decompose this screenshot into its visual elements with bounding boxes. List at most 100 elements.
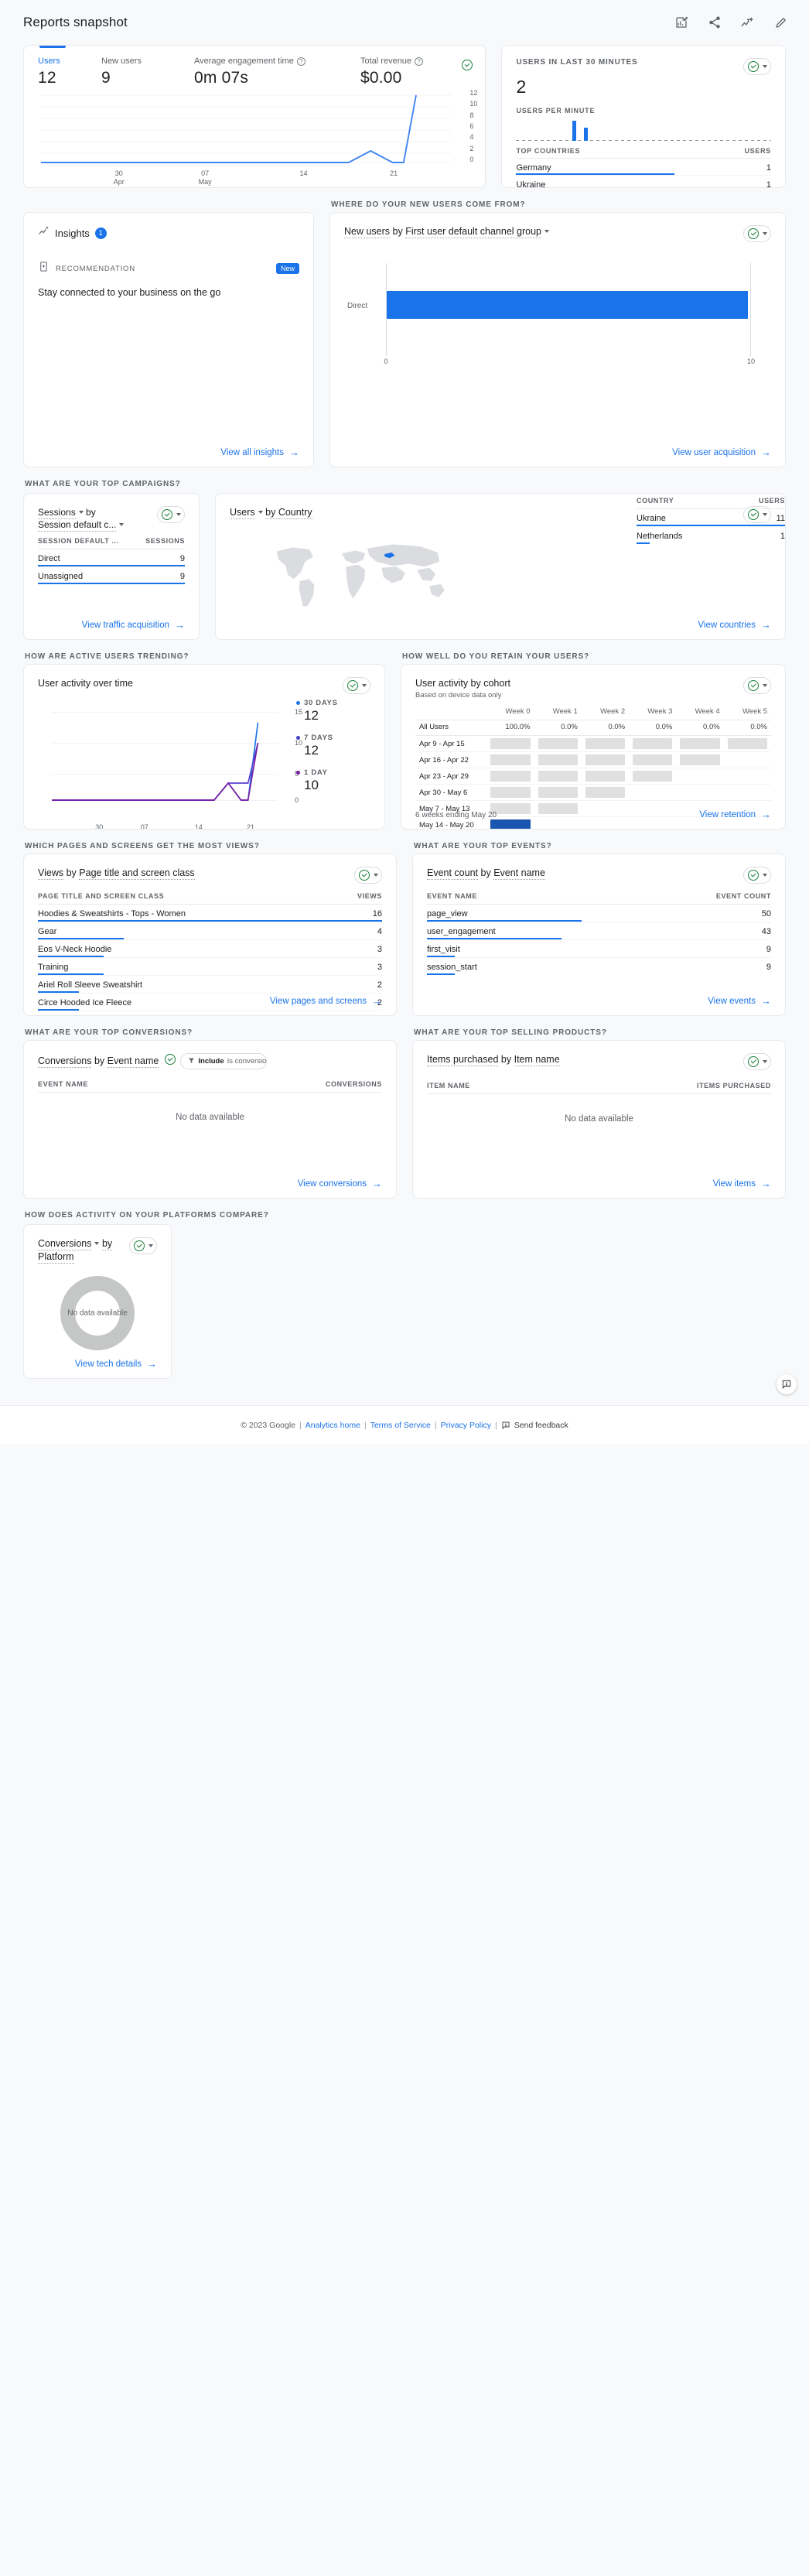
chevron-down-icon[interactable] — [119, 522, 125, 526]
pages-metric-selector[interactable]: Views — [38, 867, 64, 880]
send-feedback-fab[interactable] — [777, 1374, 797, 1394]
table-row[interactable]: Netherlands 1 — [637, 526, 785, 544]
conversions-dimension-selector[interactable]: Event name — [107, 1055, 159, 1068]
header-actions — [673, 15, 789, 31]
platforms-data-quality-badge[interactable] — [129, 1237, 157, 1254]
view-retention-link[interactable]: View retention → — [699, 809, 771, 819]
conversions-data-quality-badge[interactable] — [165, 1054, 176, 1069]
chevron-down-icon[interactable] — [78, 510, 84, 514]
cohort-data-quality-badge[interactable] — [743, 677, 771, 694]
help-icon[interactable]: ? — [415, 56, 424, 66]
view-events-link[interactable]: View events → — [708, 996, 771, 1006]
view-tech-details-link[interactable]: View tech details → — [75, 1359, 157, 1369]
page-title: Hoodies & Sweatshirts - Tops - Women — [38, 909, 186, 919]
chevron-down-icon[interactable] — [544, 229, 550, 233]
section-label-products: WHAT ARE YOUR TOP SELLING PRODUCTS? — [414, 1028, 607, 1037]
acq-dimension-selector[interactable]: First user default channel group — [405, 226, 542, 238]
view-pages-and-screens-link[interactable]: View pages and screens → — [270, 996, 382, 1006]
insights-sparkline-icon[interactable] — [739, 15, 756, 31]
campaigns-data-quality-badge[interactable] — [157, 506, 185, 523]
campaigns-card: Sessions by Session default c... SESSION… — [23, 493, 200, 640]
help-icon[interactable]: ? — [296, 56, 306, 66]
products-dimension-selector[interactable]: Item name — [514, 1054, 560, 1066]
table-row[interactable]: Unassigned 9 — [38, 566, 185, 584]
metric-users[interactable]: Users 12 — [38, 56, 101, 87]
table-row[interactable]: Direct 9 — [38, 549, 185, 566]
send-feedback-link[interactable]: Send feedback — [501, 1421, 568, 1430]
metric-avg-engagement-time[interactable]: Average engagement time ? 0m 07s — [194, 56, 360, 87]
row-bar — [516, 173, 674, 175]
table-row[interactable]: user_engagement 43 — [427, 922, 771, 939]
metric-new-users[interactable]: New users 9 — [101, 56, 194, 87]
chevron-down-icon[interactable] — [94, 1241, 100, 1245]
link-label: View all insights — [220, 447, 284, 457]
products-table: ITEM NAME ITEMS PURCHASED No data availa… — [427, 1082, 771, 1124]
countries-metric-selector[interactable]: Users — [230, 507, 255, 519]
table-row[interactable]: Jackets - Tops - Men2 — [38, 1011, 382, 1015]
acquisition-data-quality-badge[interactable] — [743, 225, 771, 242]
terms-of-service-link[interactable]: Terms of Service — [370, 1420, 431, 1430]
table-row[interactable]: Ukraine 1 — [516, 175, 771, 187]
pages-card: Views by Page title and screen class PAG… — [23, 854, 397, 1016]
conversion-filter-chip[interactable]: Include Is conversion ev... — [180, 1053, 268, 1069]
table-row[interactable]: Eos V-Neck Hoodie 3 — [38, 939, 382, 957]
platforms-dimension-label[interactable]: by Platform — [38, 1238, 113, 1264]
table-row[interactable]: page_view 50 — [427, 905, 771, 922]
countries-dimension-label[interactable]: by Country — [265, 507, 312, 519]
pages-data-quality-badge[interactable] — [354, 867, 382, 884]
view-items-link[interactable]: View items → — [713, 1179, 771, 1189]
table-row[interactable]: Gear 4 — [38, 922, 382, 939]
arrow-right-icon: → — [372, 1178, 382, 1189]
countries-data-quality-badge[interactable] — [743, 506, 771, 523]
view-countries-link[interactable]: View countries → — [698, 620, 771, 630]
metric-total-revenue[interactable]: Total revenue ? $0.00 — [360, 56, 435, 87]
section-label-acquisition: WHERE DO YOUR NEW USERS COME FROM? — [331, 200, 526, 209]
section-label-pages: WHICH PAGES AND SCREENS GET THE MOST VIE… — [25, 842, 260, 850]
analytics-home-link[interactable]: Analytics home — [305, 1420, 360, 1430]
platforms-metric-selector[interactable]: Conversions — [38, 1238, 92, 1250]
recommendation-text[interactable]: Stay connected to your business on the g… — [38, 287, 221, 298]
products-data-quality-badge[interactable] — [743, 1053, 771, 1070]
conversions-metric-selector[interactable]: Conversions — [38, 1055, 92, 1068]
acq-metric-selector[interactable]: New users — [344, 226, 391, 238]
y-tick: 6 — [469, 121, 474, 130]
chevron-down-icon[interactable] — [258, 510, 263, 514]
table-row[interactable]: first_visit 9 — [427, 939, 771, 957]
table-row[interactable]: Ukraine 11 — [637, 509, 785, 526]
overview-data-quality-badge[interactable] — [462, 60, 473, 74]
table-row[interactable]: Circe Hooded Ice Fleece 2 — [38, 993, 382, 1011]
pages-table: PAGE TITLE AND SCREEN CLASS VIEWS Hoodie… — [38, 892, 382, 1015]
table-row[interactable]: Hoodies & Sweatshirts - Tops - Women 16 — [38, 905, 382, 922]
campaigns-metric-selector[interactable]: Sessions — [38, 507, 76, 519]
view-all-insights-link[interactable]: View all insights → — [220, 447, 299, 457]
edit-pencil-icon[interactable] — [773, 15, 789, 31]
bar-direct[interactable] — [387, 291, 749, 319]
metric-avg-engagement-value: 0m 07s — [194, 69, 249, 87]
table-row[interactable]: Ariel Roll Sleeve Sweatshirt 2 — [38, 975, 382, 993]
conversions-dim-header: EVENT NAME — [38, 1080, 89, 1088]
customize-report-icon[interactable] — [673, 15, 689, 31]
privacy-policy-link[interactable]: Privacy Policy — [440, 1420, 491, 1430]
events-data-quality-badge[interactable] — [743, 867, 771, 884]
table-row[interactable]: Training 3 — [38, 957, 382, 975]
col-week-0: Week 0 — [486, 704, 534, 720]
cohort-cell — [585, 771, 626, 782]
event-count: 9 — [766, 945, 771, 954]
products-metric-selector[interactable]: Items purchased — [427, 1054, 499, 1066]
pages-dimension-selector[interactable]: Page title and screen class — [79, 867, 195, 880]
view-conversions-link[interactable]: View conversions → — [298, 1179, 382, 1189]
events-metric-selector[interactable]: Event count — [427, 867, 479, 880]
pages-dim-header: PAGE TITLE AND SCREEN CLASS — [38, 892, 165, 900]
trend-data-quality-badge[interactable] — [343, 677, 370, 694]
world-map[interactable] — [230, 530, 771, 617]
share-icon[interactable] — [706, 15, 722, 31]
campaigns-dimension-selector[interactable]: Session default c... — [38, 519, 117, 532]
events-dimension-selector[interactable]: Event name — [493, 867, 545, 880]
table-row[interactable]: session_start 9 — [427, 957, 771, 975]
realtime-data-quality-badge[interactable] — [743, 58, 771, 75]
table-row[interactable]: Germany 1 — [516, 159, 771, 175]
view-user-acquisition-link[interactable]: View user acquisition → — [672, 447, 771, 457]
cohort-card-title: User activity by cohort — [415, 678, 510, 689]
section-label-platforms: HOW DOES ACTIVITY ON YOUR PLATFORMS COMP… — [25, 1211, 269, 1220]
view-traffic-acquisition-link[interactable]: View traffic acquisition → — [82, 620, 185, 630]
